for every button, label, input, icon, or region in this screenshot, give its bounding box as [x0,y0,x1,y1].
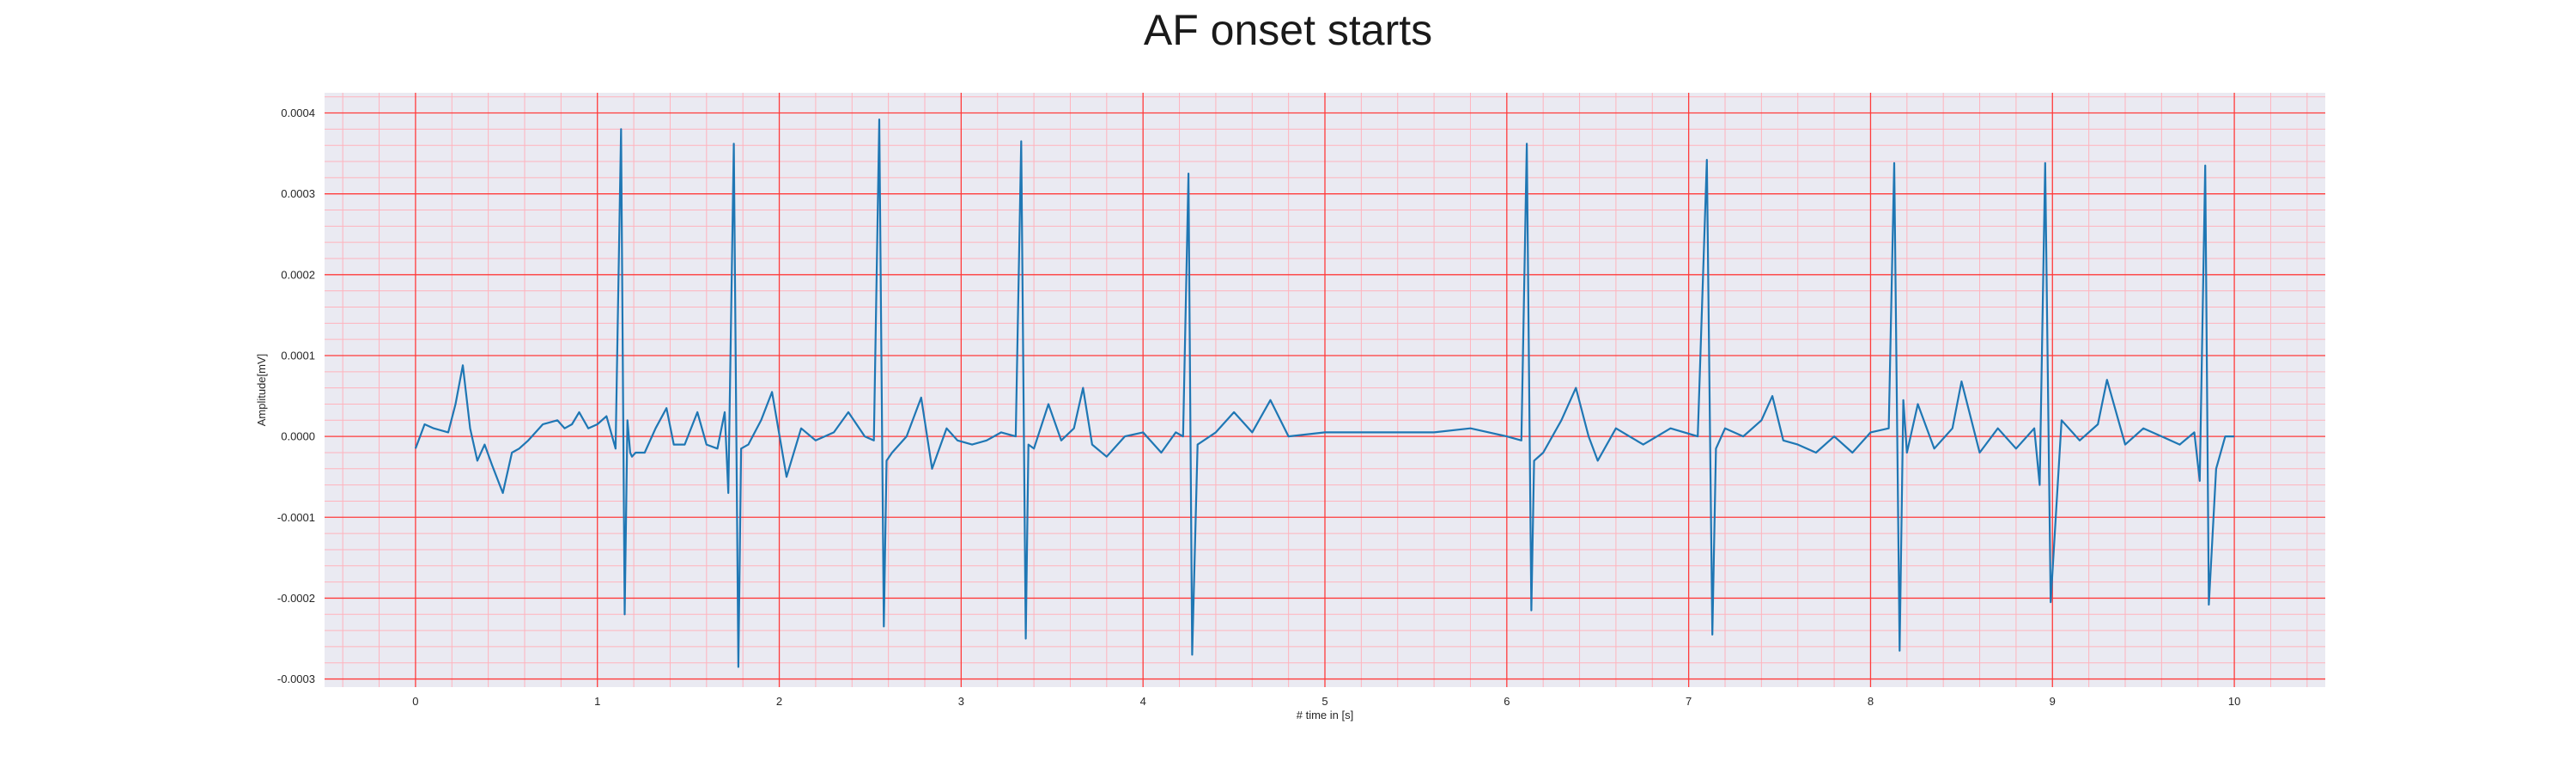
series-points [415,119,2235,667]
series-layer [414,119,2235,668]
y-axis-label: Amplitude[mV] [255,354,268,427]
y-tick-label: -0.0003 [277,673,315,685]
y-tick-label: -0.0001 [277,511,315,524]
y-tick-label: 0.0003 [281,187,315,200]
x-axis-ticks: 0 1 2 3 4 5 6 7 8 9 10 [412,695,2240,708]
chart-title: AF onset starts [1143,6,1433,54]
y-tick-label: 0.0001 [281,349,315,362]
x-tick-label: 8 [1868,695,1874,708]
x-tick-label: 0 [412,695,418,708]
x-tick-label: 4 [1140,695,1146,708]
x-tick-label: 1 [594,695,600,708]
y-tick-label: 0.0004 [281,107,315,119]
y-axis-ticks: -0.0003 -0.0002 -0.0001 0.0000 0.0001 0.0002 0… [277,107,315,685]
x-tick-label: 6 [1504,695,1510,708]
x-tick-label: 2 [776,695,782,708]
x-tick-label: 10 [2228,695,2240,708]
x-tick-label: 7 [1686,695,1692,708]
y-tick-label: 0.0000 [281,430,315,443]
x-tick-label: 9 [2050,695,2056,708]
y-tick-label: -0.0002 [277,592,315,605]
major-grid [325,93,2325,687]
x-tick-label: 3 [958,695,964,708]
x-tick-label: 5 [1321,695,1327,708]
y-tick-label: 0.0002 [281,268,315,281]
x-axis-label: # time in [s] [1297,709,1353,721]
